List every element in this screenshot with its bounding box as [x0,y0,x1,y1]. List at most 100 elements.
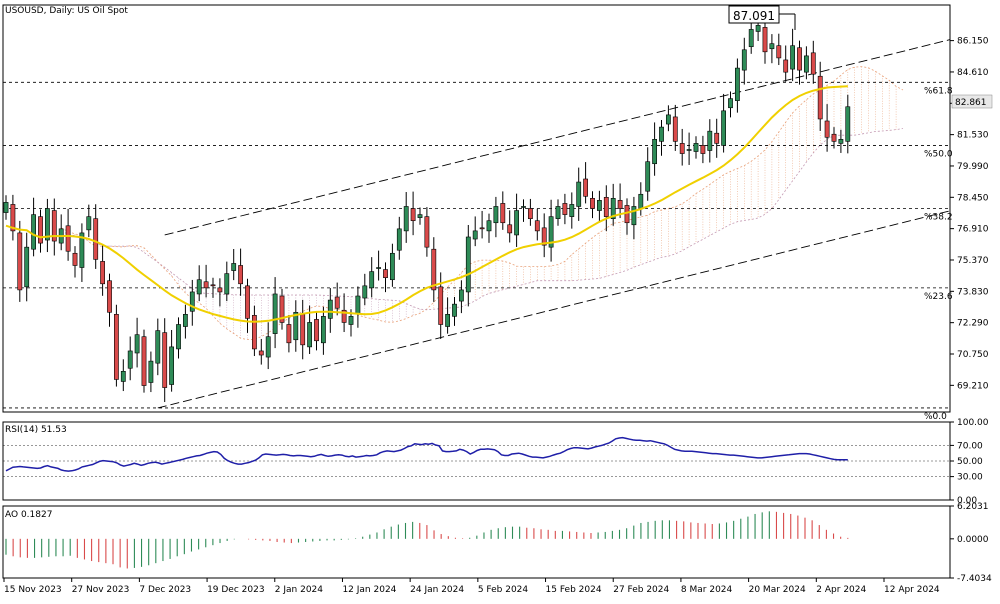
bull-candle [631,196,637,240]
bull-candle [307,305,312,355]
bear-candle [51,198,57,256]
candle-body [672,116,678,142]
bear-candle [300,299,306,360]
bull-candle [493,196,499,238]
bull-candle [148,351,154,393]
candle-body [38,216,43,244]
candle-body [383,269,388,278]
price-tick-label: 79.990 [957,162,989,172]
bear-candle [810,40,816,84]
time-axis: 15 Nov 2023 27 Nov 2023 7 Dec 2023 19 Dec 2… [3,578,940,595]
rsi-tick-label: 0.00 [957,496,977,506]
candle-body [790,45,795,70]
candle-body [479,227,485,230]
bull-candle [458,280,464,314]
candle-body [590,198,595,209]
candle-body [265,336,271,358]
bear-candle [590,191,595,219]
candle-body [155,330,161,364]
candle-body [831,133,837,142]
candle-body [210,284,216,287]
candle-body [334,296,340,309]
candle-body [445,314,450,327]
candle-body [231,263,237,271]
time-tick-label: 19 Dec 2023 [207,585,264,595]
bear-candle [603,185,609,232]
candle-body [417,214,423,218]
bull-candle [176,317,181,359]
bull-candle [134,317,140,368]
candle-body [665,114,671,125]
bull-candle [231,248,237,281]
candle-body [258,350,264,356]
candle-body [224,273,230,295]
cloud-span-a [61,66,904,341]
bear-candle [238,248,243,296]
candle-body [424,216,430,248]
candle-body [100,261,105,285]
rsi-tick-label: 100.00 [957,418,989,428]
ichimoku-cloud [60,66,904,341]
bull-candle [465,224,471,307]
candle-body [652,139,657,165]
bear-candle [541,213,547,258]
candle-body [314,319,319,342]
bear-candle [831,127,837,149]
bull-candle [79,223,85,282]
bear-candle [714,118,720,158]
bear-candle [562,193,568,225]
bull-candle [721,93,726,153]
candle-body [438,286,444,325]
candle-body [845,106,851,142]
bull-candle [327,288,333,333]
candle-body [645,161,651,192]
candle-body [714,132,720,144]
price-tick-label: 78.450 [957,193,989,203]
candle-body [362,285,368,299]
price-pane[interactable]: %61.8 %50.0 %38.2 %23.6 %0.0 [3,8,953,422]
ao-pane[interactable] [5,511,849,569]
candle-body [700,145,706,154]
price-tick-label: 69.210 [957,381,989,391]
price-tick-label: 86.150 [957,37,989,47]
bull-candle [659,119,664,156]
bull-candle [169,329,174,392]
bull-candle [24,232,30,302]
bull-candle [265,322,271,370]
time-tick-label: 20 Mar 2024 [749,585,806,595]
ao-pane-frame [2,505,951,579]
rsi-tick-label: 70.00 [957,441,983,451]
bear-candle [700,135,706,164]
bear-candle [114,304,119,387]
rsi-tick-label: 50.00 [957,457,983,467]
candle-body [817,75,823,120]
bull-candle [86,204,92,237]
moving-average-line [5,85,848,323]
bull-candle [741,37,747,85]
time-tick-label: 27 Feb 2024 [613,585,669,595]
time-tick-label: 2 Apr 2024 [816,585,866,595]
candle-body [769,43,775,50]
candle-body [17,232,23,291]
bull-candle [665,105,671,132]
bull-candle [686,132,692,165]
time-tick-label: 27 Nov 2023 [72,585,130,595]
bear-candle [245,278,250,333]
bull-candle [403,192,409,243]
bull-candle [790,28,795,82]
max-price-callout: 87.091 [728,5,796,30]
candle-body [617,200,623,209]
candle-body [31,214,36,250]
fib-level-label: %0.0 [924,412,947,422]
candle-body [3,202,9,213]
candle-body [196,279,202,295]
candle-body [403,206,409,232]
bull-candle [120,359,126,392]
rsi-pane[interactable] [3,436,950,477]
bull-candle [320,306,326,355]
bear-candle [72,246,78,278]
bull-candle [514,193,519,247]
bull-candle [693,136,699,159]
rsi-tick-label: 30.00 [957,473,983,483]
